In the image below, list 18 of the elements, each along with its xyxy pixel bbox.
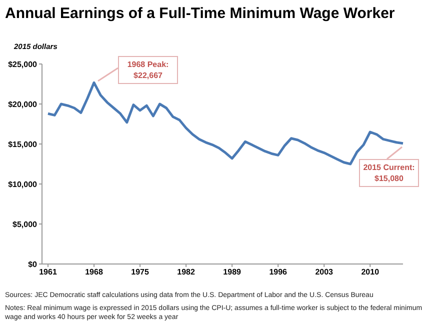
y-tick-label: $5,000 bbox=[12, 220, 38, 229]
line-series bbox=[46, 81, 404, 166]
annotation: 1968 Peak: $22,667 bbox=[126, 58, 170, 81]
x-tick-label: 2003 bbox=[315, 268, 334, 277]
y-tick-label: $15,000 bbox=[8, 140, 38, 149]
annotation: 2015 Current: $15,080 bbox=[363, 162, 415, 184]
y-tick-label: $25,000 bbox=[8, 60, 38, 69]
chart-title: Annual Earnings of a Full-Time Minimum Wage Worker bbox=[5, 5, 395, 22]
y-tick-label: $0 bbox=[28, 260, 38, 269]
x-tick-label: 2010 bbox=[361, 268, 380, 277]
y-tick-label: $20,000 bbox=[8, 100, 38, 109]
x-tick-label: 1961 bbox=[39, 268, 58, 277]
x-tick-label: 1968 bbox=[85, 268, 104, 277]
x-tick-label: 1982 bbox=[177, 268, 196, 277]
y-tick-label: $10,000 bbox=[8, 180, 38, 189]
x-tick-label: 1975 bbox=[131, 268, 150, 277]
x-tick-label: 1989 bbox=[223, 268, 242, 277]
x-tick-label: 1996 bbox=[269, 268, 288, 277]
